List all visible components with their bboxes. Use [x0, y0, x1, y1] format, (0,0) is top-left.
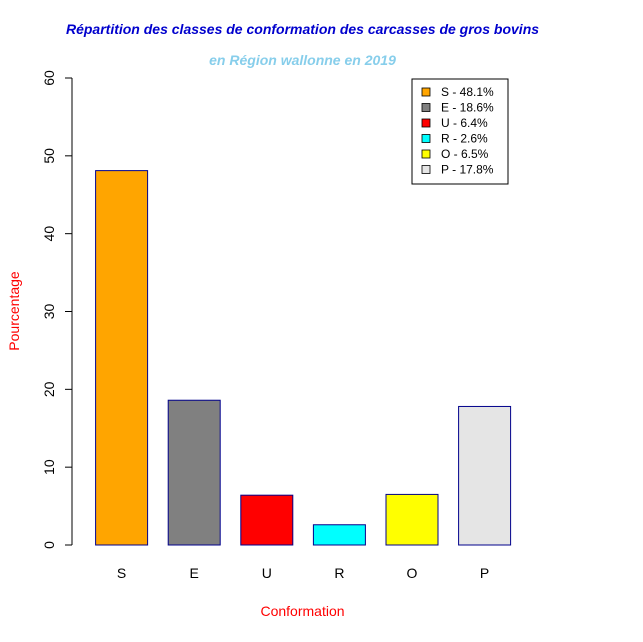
bar-u	[240, 494, 294, 546]
y-tick-label: 10	[41, 459, 57, 475]
legend-swatch	[421, 103, 431, 112]
bar-s	[95, 170, 149, 546]
legend-swatch	[421, 87, 431, 97]
legend-swatch	[421, 165, 431, 174]
legend-entry: O - 6.5%	[441, 147, 489, 161]
x-tick-label: S	[117, 565, 126, 581]
x-tick-label: U	[262, 565, 272, 581]
bar-o	[385, 493, 439, 546]
x-tick-label: P	[480, 565, 489, 581]
legend-entry: P - 17.8%	[441, 163, 494, 177]
legend-entry: U - 6.4%	[441, 116, 488, 130]
y-tick-label: 20	[41, 381, 57, 397]
x-tick-label: O	[407, 565, 418, 581]
legend-swatch	[421, 149, 431, 159]
y-tick-label: 40	[41, 226, 57, 242]
chart-title: Répartition des classes de conformation …	[65, 21, 540, 37]
y-tick-label: 0	[41, 541, 57, 549]
legend-swatch	[421, 134, 431, 143]
legend-swatch	[421, 118, 431, 128]
y-tick-label: 30	[41, 304, 57, 320]
bar-p	[458, 405, 512, 546]
y-tick-label: 50	[41, 148, 57, 164]
chart-subtitle: en Région wallonne en 2019	[209, 52, 396, 68]
y-tick-label: 60	[41, 70, 57, 86]
x-axis-label: Conformation	[260, 603, 345, 619]
x-tick-label: E	[190, 565, 199, 581]
x-tick-label: R	[334, 565, 344, 581]
legend-entry: S - 48.1%	[441, 85, 494, 99]
legend-entry: R - 2.6%	[441, 132, 488, 146]
legend-entry: E - 18.6%	[441, 101, 494, 115]
bar-r	[312, 524, 366, 546]
bar-e	[167, 399, 221, 546]
